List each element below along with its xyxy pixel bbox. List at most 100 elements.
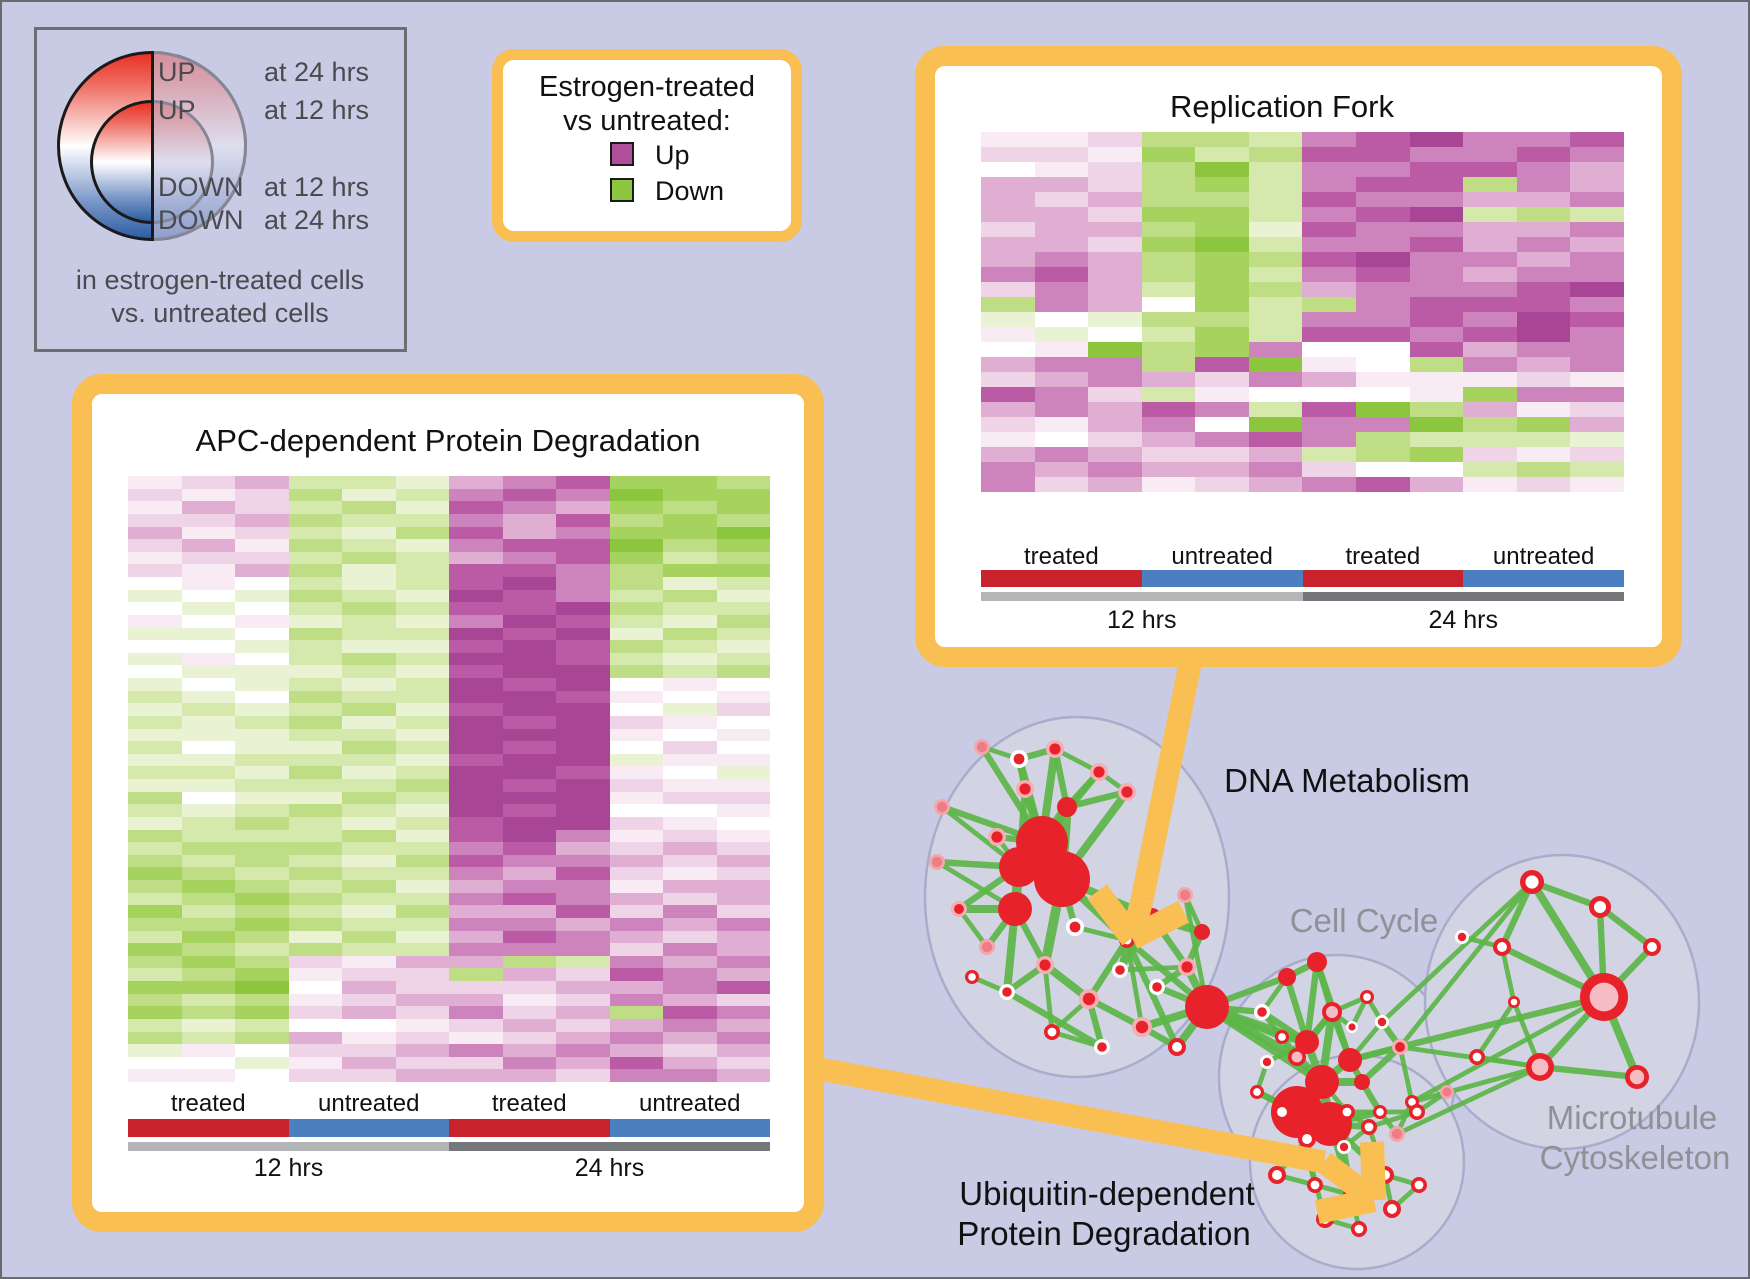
heatmap-row [128, 564, 770, 577]
network-node-core [1093, 766, 1105, 778]
heatmap-cell [716, 1056, 770, 1070]
heatmap-cell [1141, 207, 1196, 222]
heatmap-cell [235, 892, 289, 906]
heatmap-cell [1248, 342, 1303, 357]
treatment-bar-segment [1141, 570, 1303, 587]
heatmap-cell [1088, 237, 1142, 252]
updown-row-dir-2: DOWN [158, 172, 244, 202]
heatmap-row [981, 282, 1624, 297]
heatmap-cell [1409, 432, 1464, 447]
heatmap-cell [1570, 387, 1624, 402]
heatmap-cell [556, 501, 610, 514]
heatmap-cell [181, 1018, 235, 1032]
heatmap-cell [1463, 252, 1517, 267]
heatmap-cell [556, 1069, 610, 1082]
heatmap-cell [235, 917, 289, 931]
heatmap-cell [1302, 432, 1357, 447]
heatmap-cell [342, 880, 396, 893]
heatmap-cell [395, 665, 449, 678]
heatmap-cell [1141, 192, 1196, 207]
heatmap-cell [556, 602, 610, 615]
heatmap-cell [395, 741, 449, 754]
heatmap-cell [235, 804, 289, 817]
heatmap-row [128, 791, 770, 805]
heatmap-row [981, 462, 1624, 477]
heatmap-cell [181, 602, 235, 615]
heatmap-cell [235, 753, 289, 767]
heatmap-cell [502, 955, 556, 969]
heatmap-cell [1516, 282, 1571, 297]
heatmap-cell [1088, 417, 1142, 432]
heatmap-cell [1195, 357, 1249, 372]
estrogen-key-title: Estrogen-treated vs untreated: [502, 70, 792, 138]
heatmap-cell [128, 829, 182, 843]
heatmap-cell [716, 614, 770, 628]
network-edge [1117, 964, 1190, 973]
heatmap-cell [1195, 477, 1249, 492]
heatmap-cell [1463, 357, 1517, 372]
heatmap-cell [1302, 477, 1357, 492]
heatmap-cell [288, 526, 342, 540]
heatmap-cell [395, 728, 449, 742]
network-node-outer [1307, 952, 1327, 972]
heatmap-cell [1195, 207, 1249, 222]
network-node-core [1039, 959, 1051, 971]
heatmap-cell [342, 564, 396, 577]
heatmap-cell [609, 690, 663, 704]
heatmap-cell [1570, 192, 1624, 207]
heatmap-cell [1034, 222, 1089, 237]
heatmap-row [128, 513, 770, 527]
network-node-core [1262, 1057, 1272, 1067]
group-label: untreated [1171, 543, 1273, 570]
heatmap-cell [1516, 402, 1571, 417]
heatmap-row [128, 1069, 770, 1082]
network-node-core [1531, 1058, 1549, 1076]
heatmap-cell [181, 678, 235, 691]
heatmap-cell [716, 968, 770, 981]
heatmap-cell [1088, 477, 1142, 492]
network-edge [1397, 879, 1535, 1050]
heatmap-cell [181, 539, 235, 552]
heatmap-cell [449, 690, 503, 704]
heatmap-cell [1516, 177, 1571, 192]
updown-row-time-0: at 24 hrs [264, 57, 370, 87]
heatmap-cell [609, 993, 663, 1007]
heatmap-cell [1570, 162, 1624, 177]
time-bar-segment [449, 1142, 770, 1151]
heatmap-cell [1409, 327, 1464, 342]
heatmap-cell [716, 943, 770, 956]
heatmap-cell [395, 867, 449, 880]
heatmap-cell [1034, 192, 1089, 207]
network-node-core [1272, 1170, 1282, 1180]
heatmap-row [981, 432, 1624, 447]
heatmap-cell [342, 513, 396, 527]
network-node-core [1364, 1122, 1374, 1132]
heatmap-cell [663, 981, 717, 994]
network-node-core [1310, 1180, 1320, 1190]
heatmap-cell [502, 779, 556, 792]
heatmap-cell [449, 564, 503, 577]
heatmap-cell [1356, 387, 1410, 402]
heatmap-cell [556, 526, 610, 540]
heatmap-cell [449, 779, 503, 792]
heatmap-cell [1463, 417, 1517, 432]
heatmap-cell [556, 652, 610, 666]
heatmap-cell [288, 842, 342, 855]
heatmap-cell [181, 577, 235, 590]
heatmap-cell [395, 551, 449, 565]
heatmap-cell [981, 417, 1035, 432]
heatmap-row [981, 207, 1624, 222]
heatmap-cell [716, 917, 770, 931]
heatmap-cell [609, 501, 663, 514]
heatmap-cell [981, 162, 1035, 177]
network-node-outer [998, 892, 1032, 926]
heatmap-cell [235, 728, 289, 742]
heatmap-cell [1463, 267, 1517, 282]
heatmap-cell [981, 372, 1035, 387]
heatmap-cell [1034, 132, 1089, 147]
heatmap-cell [1088, 432, 1142, 447]
rf-treatment-bar [981, 570, 1624, 587]
heatmap-cell [716, 1069, 770, 1082]
heatmap-cell [663, 678, 717, 691]
